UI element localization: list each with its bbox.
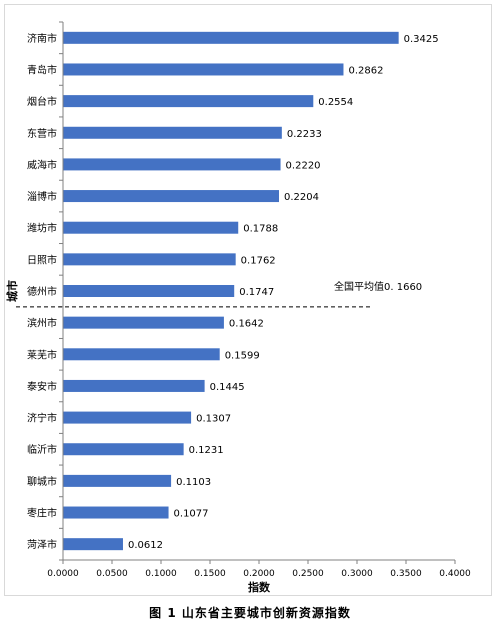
data-label: 0.0612: [128, 540, 163, 551]
bar: [63, 285, 235, 297]
bar: [63, 411, 192, 424]
data-label: 0.1788: [243, 224, 278, 235]
data-label: 0.3425: [404, 34, 439, 45]
bar: [63, 31, 399, 44]
category-label: 聊城市: [27, 475, 57, 488]
data-label: 0.1747: [239, 287, 274, 298]
x-tick-label: 0.2000: [243, 569, 275, 579]
x-axis-title: 指数: [248, 580, 271, 594]
x-tick-label: 0.1500: [194, 569, 226, 579]
x-tick-label: 0.3500: [390, 569, 422, 579]
category-label: 菏泽市: [27, 538, 57, 551]
bar: [63, 158, 281, 171]
bar: [63, 253, 236, 266]
data-label: 0.2204: [284, 192, 319, 203]
bar: [63, 506, 169, 519]
category-label: 枣庄市: [27, 507, 57, 520]
data-label: 0.1103: [176, 477, 211, 488]
category-label: 日照市: [27, 253, 57, 266]
category-label: 烟台市: [27, 95, 57, 108]
bar: [63, 538, 123, 551]
bar: [63, 348, 220, 361]
data-label: 0.1231: [189, 445, 224, 456]
x-tick-label: 0.2500: [292, 569, 324, 579]
data-label: 0.2220: [286, 160, 321, 171]
category-label: 泰安市: [27, 380, 57, 393]
bar: [63, 63, 344, 76]
data-label: 0.1642: [229, 319, 264, 330]
category-label: 东营市: [27, 127, 57, 140]
category-label: 临沂市: [27, 443, 57, 456]
category-label: 德州市: [27, 285, 57, 298]
bar: [63, 126, 282, 139]
bar: [63, 95, 314, 108]
bars-layer: 0.3425 0.2862 0.2554 0.2233 0.2220 0.2204 0.17…: [63, 31, 439, 551]
category-label: 济宁市: [27, 412, 57, 425]
data-label: 0.1599: [225, 350, 260, 361]
data-label: 0.2554: [318, 97, 353, 108]
bar: [63, 316, 224, 329]
data-label: 0.1307: [196, 414, 231, 425]
category-label: 滨州市: [27, 317, 57, 330]
x-tick-label: 0.0500: [96, 569, 128, 579]
category-label: 青岛市: [27, 63, 57, 76]
category-label: 淄博市: [27, 190, 57, 203]
bar: [63, 443, 184, 456]
data-label: 0.2862: [348, 65, 383, 76]
category-label: 威海市: [27, 158, 57, 171]
bar: [63, 190, 279, 203]
figure-caption: 图 1 山东省主要城市创新资源指数: [149, 606, 351, 620]
x-tick-label: 0.4000: [439, 569, 471, 579]
category-label: 潍坊市: [27, 222, 57, 235]
data-label: 0.2233: [287, 129, 322, 140]
category-label: 济南市: [27, 32, 57, 45]
bar: [63, 221, 239, 234]
x-tick-label: 0.3000: [341, 569, 373, 579]
y-axis-title: 城市: [5, 280, 19, 302]
axis-layer: 济南市青岛市烟台市东营市威海市淄博市潍坊市日照市德州市滨州市莱芜市泰安市济宁市临…: [16, 21, 471, 579]
data-label: 0.1077: [174, 509, 209, 520]
bar: [63, 474, 172, 487]
x-tick-label: 0.0000: [47, 569, 79, 579]
data-label: 0.1762: [241, 255, 276, 266]
data-label: 0.1445: [210, 382, 245, 393]
category-label: 莱芜市: [27, 348, 57, 361]
reference-line-label: 全国平均值0. 1660: [334, 280, 422, 293]
x-tick-label: 0.1000: [145, 569, 177, 579]
bar: [63, 379, 205, 392]
